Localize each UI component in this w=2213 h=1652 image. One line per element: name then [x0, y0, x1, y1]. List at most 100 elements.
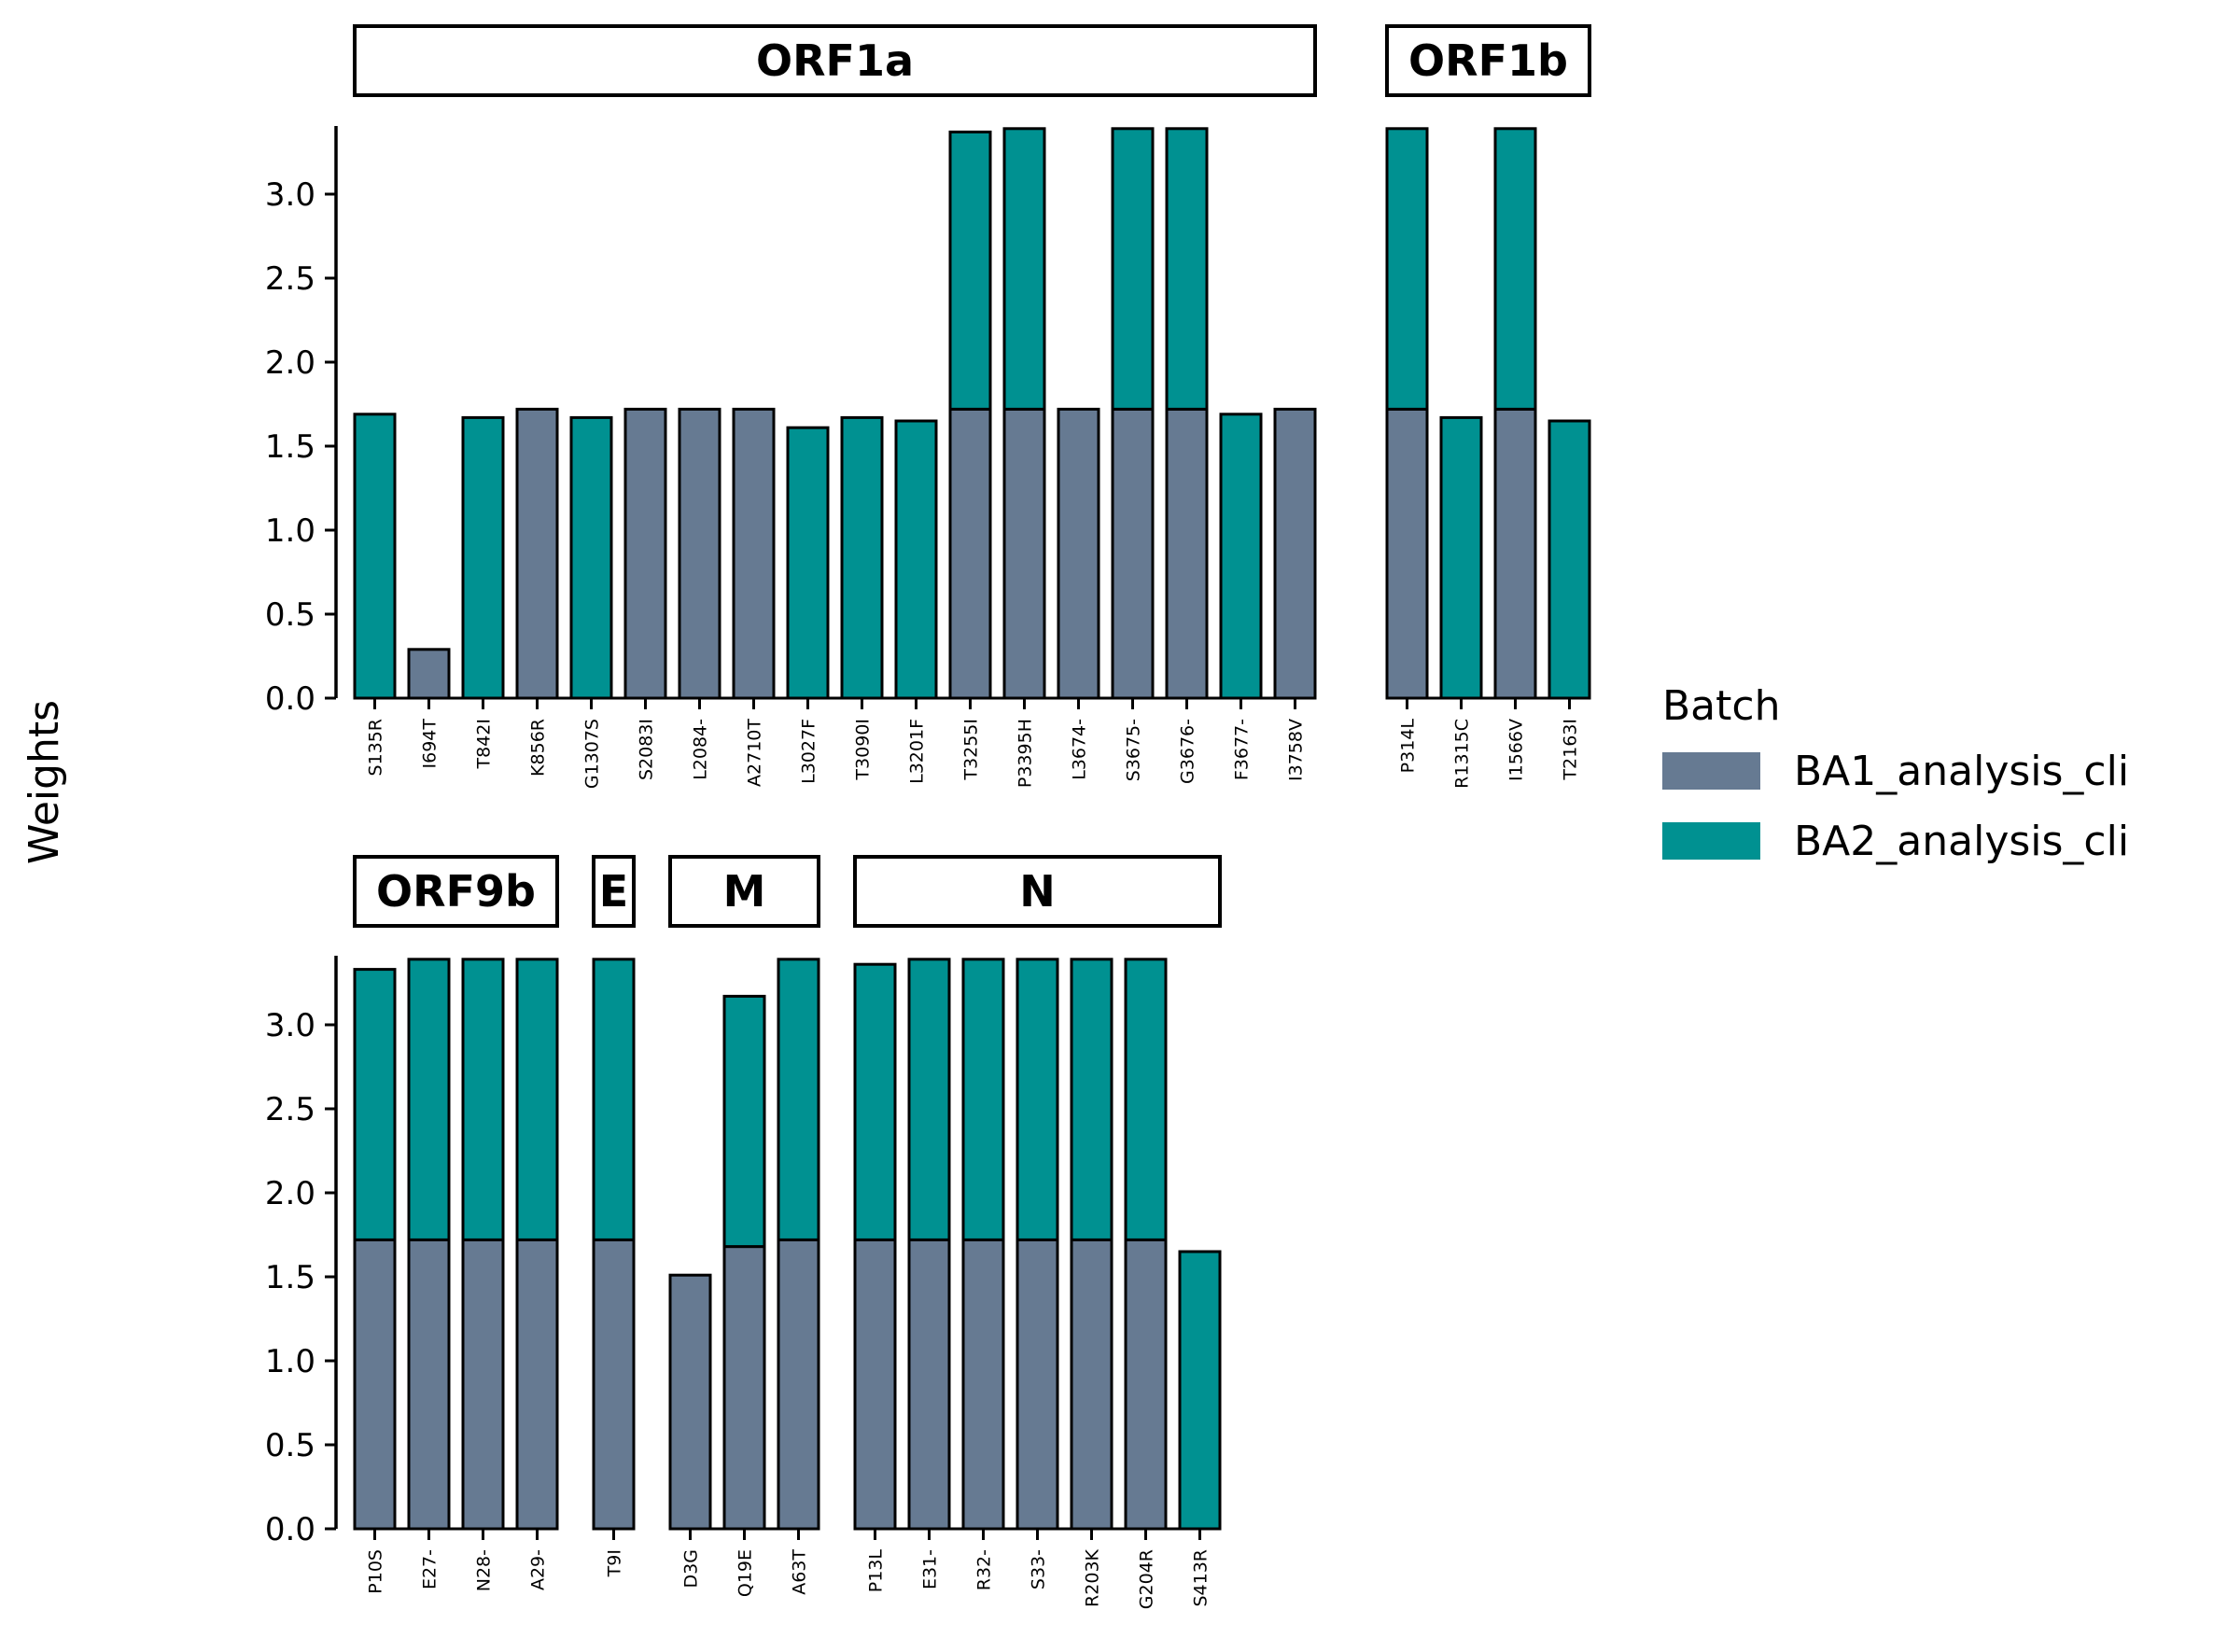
- bar-ba2-L3027F: [786, 426, 830, 700]
- bar-ba2-R1315C: [1439, 415, 1483, 700]
- y-tick-label: 3.0: [265, 176, 315, 214]
- bar-ba1-P13L: [853, 1238, 897, 1531]
- bar-ba2-P314L: [1385, 127, 1429, 411]
- bar-ba2-F3677-: [1219, 413, 1263, 700]
- bar-ba1-S33-: [1015, 1238, 1059, 1531]
- bar-ba1-S3675-: [1111, 407, 1155, 700]
- bar-ba1-N28-: [461, 1238, 505, 1531]
- bar-ba1-L2084-: [678, 407, 721, 700]
- legend-swatch-ba2: [1662, 822, 1760, 860]
- x-tick-label: L2084-: [691, 719, 711, 780]
- bar-ba2-N28-: [461, 958, 505, 1241]
- x-tick-label: S135R: [366, 719, 386, 777]
- x-tick-label: L3674-: [1070, 719, 1090, 780]
- bar-ba2-E31-: [907, 958, 951, 1241]
- bar-ba1-R32-: [961, 1238, 1005, 1531]
- x-tick-label: R32-: [974, 1549, 995, 1590]
- facet-title: ORF1b: [1408, 35, 1568, 86]
- bar-ba2-S413R: [1178, 1250, 1222, 1531]
- bar-ba1-I3758V: [1273, 407, 1317, 700]
- x-tick-label: I694T: [420, 719, 441, 769]
- y-tick-label: 1.5: [265, 428, 315, 466]
- y-tick-label: 0.0: [265, 1511, 315, 1548]
- x-tick-label: L3201F: [907, 719, 928, 784]
- bar-ba2-T3090I: [840, 415, 884, 700]
- x-tick-label: F3677-: [1232, 719, 1253, 780]
- facet-n: N P13L E31- R32- S33- R203K G204R S413R: [853, 855, 1222, 1609]
- bar-ba1-I1566V: [1493, 407, 1537, 700]
- x-tick-label: P10S: [366, 1549, 386, 1594]
- x-tick-label: I1566V: [1506, 719, 1527, 781]
- bar-ba2-A63T: [777, 958, 820, 1241]
- x-tick-label: T3090I: [853, 719, 874, 781]
- facet-orf1b: ORF1b P314L R1315C I1566V T2163I: [1385, 24, 1591, 789]
- bar-ba1-P10S: [353, 1238, 397, 1531]
- chart-panels: 0.0 0.5 1.0 1.5 2.0 2.5 3.0 ORF1a S135R I694T T842…: [265, 24, 1591, 1609]
- bar-ba1-Q19E: [722, 1245, 766, 1531]
- x-tick-label: E31-: [920, 1549, 941, 1589]
- x-tick-label: A2710T: [745, 719, 765, 787]
- bar-ba2-T2163I: [1548, 419, 1591, 700]
- x-tick-label: K856R: [528, 719, 549, 777]
- x-tick-label: G1307S: [582, 719, 603, 789]
- bar-ba1-L3674-: [1057, 407, 1100, 700]
- bar-ba1-S2083I: [623, 407, 667, 700]
- facet-strip: [353, 24, 1317, 97]
- facet-strip: [353, 855, 559, 928]
- facet-strip: [592, 855, 636, 928]
- x-tick-label: G204R: [1137, 1549, 1157, 1609]
- bar-ba2-E27-: [407, 958, 451, 1241]
- facet-title: ORF1a: [756, 35, 914, 86]
- bar-ba1-T3255I: [948, 407, 992, 700]
- y-tick-label: 1.0: [265, 512, 315, 550]
- x-tick-label: R203K: [1083, 1548, 1103, 1606]
- bar-ba1-T9I: [592, 1238, 636, 1531]
- y-tick-label: 0.5: [265, 1427, 315, 1464]
- x-tick-label: A29-: [528, 1549, 549, 1590]
- facet-orf1a: ORF1a S135R I694T T842I K856R G1307S S2083I L20…: [353, 24, 1317, 789]
- y-tick-label: 1.0: [265, 1343, 315, 1380]
- y-tick-label: 2.5: [265, 260, 315, 298]
- facet-orf9b: ORF9b P10S E27- N28- A29-: [353, 855, 559, 1594]
- bar-ba2-A29-: [515, 958, 559, 1241]
- y-tick-label: 2.0: [265, 344, 315, 382]
- bar-ba2-P3395H: [1002, 127, 1046, 411]
- bar-ba2-I1566V: [1493, 127, 1537, 411]
- y-tick-label: 3.0: [265, 1007, 315, 1044]
- x-tick-label: T9I: [605, 1549, 625, 1577]
- bar-ba1-R203K: [1070, 1238, 1114, 1531]
- bar-ba1-K856R: [515, 407, 559, 700]
- x-tick-label: S413R: [1191, 1549, 1212, 1607]
- x-tick-label: G3676-: [1178, 719, 1198, 784]
- facet-title: E: [599, 866, 628, 917]
- bar-ba2-G1307S: [569, 415, 613, 700]
- legend-swatch-ba1: [1662, 752, 1760, 790]
- legend: Batch BA1_analysis_cli BA2_analysis_cli: [1662, 682, 2129, 865]
- bar-ba2-G204R: [1124, 958, 1168, 1241]
- bar-ba1-A63T: [777, 1238, 820, 1531]
- bar-ba2-P13L: [853, 962, 897, 1241]
- bar-ba2-T842I: [461, 415, 505, 700]
- x-tick-label: T842I: [474, 719, 495, 769]
- bar-ba1-A2710T: [732, 407, 776, 700]
- legend-label-ba1: BA1_analysis_cli: [1794, 748, 2129, 795]
- x-tick-label: L3027F: [799, 719, 819, 784]
- facet-m: M D3G Q19E A63T: [668, 855, 820, 1597]
- y-axis-title: Weights: [21, 700, 68, 864]
- y-tick-label: 0.5: [265, 596, 315, 634]
- legend-title: Batch: [1662, 682, 1780, 730]
- facet-e: E T9I: [592, 855, 636, 1577]
- y-tick-label: 2.5: [265, 1091, 315, 1128]
- x-tick-label: P13L: [866, 1549, 887, 1593]
- bar-ba1-P314L: [1385, 407, 1429, 700]
- x-tick-label: T2163I: [1561, 719, 1581, 781]
- bar-ba2-R32-: [961, 958, 1005, 1241]
- bar-ba2-T3255I: [948, 130, 992, 411]
- x-tick-label: N28-: [474, 1549, 495, 1591]
- x-tick-label: P3395H: [1015, 719, 1036, 788]
- x-tick-label: A63T: [790, 1549, 810, 1595]
- bar-ba2-S3675-: [1111, 127, 1155, 411]
- bar-ba1-I694T: [407, 648, 451, 700]
- x-tick-label: S33-: [1029, 1549, 1049, 1589]
